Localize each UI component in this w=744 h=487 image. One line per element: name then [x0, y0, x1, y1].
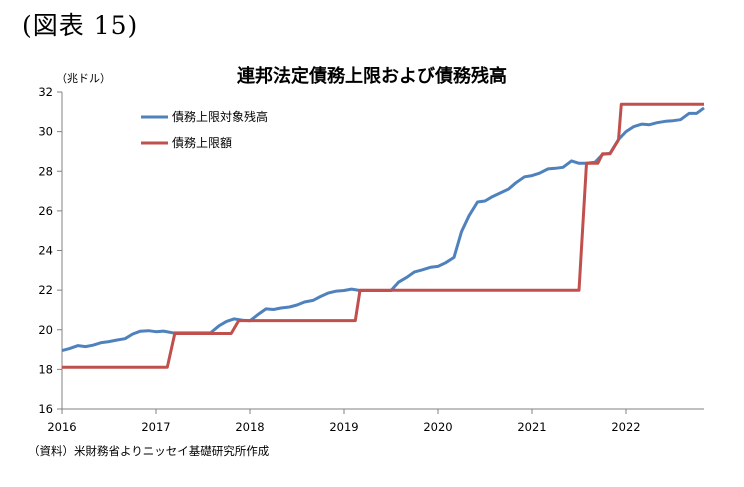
y-tick-label: 26: [38, 204, 53, 218]
y-tick-label: 18: [38, 362, 53, 376]
source-note: （資料）米財務省よりニッセイ基礎研究所作成: [28, 444, 270, 458]
x-axis-ticks: 2016 2017 2018 2019 2020 2021 2022: [47, 409, 641, 434]
series-lines: [61, 102, 705, 369]
series-line-limit: [62, 102, 704, 369]
y-tick-label: 20: [38, 323, 53, 337]
y-tick-label: 16: [38, 402, 53, 416]
y-tick-label: 32: [38, 85, 53, 99]
axes: [61, 92, 704, 410]
figure-label: (図表 15): [22, 11, 139, 40]
legend: 債務上限対象残高 債務上限額: [141, 109, 268, 150]
x-tick-label: 2016: [47, 420, 76, 434]
y-tick-label: 22: [38, 283, 53, 297]
y-tick-label: 28: [38, 164, 53, 178]
y-tick-label: 24: [38, 244, 53, 258]
x-tick-label: 2021: [517, 420, 546, 434]
unit-label: （兆ドル）: [56, 72, 111, 85]
x-tick-label: 2017: [141, 420, 170, 434]
chart-title: 連邦法定債務上限および債務残高: [237, 66, 507, 87]
legend-label-outstanding: 債務上限対象残高: [172, 109, 268, 124]
x-tick-label: 2018: [235, 420, 264, 434]
x-tick-label: 2020: [423, 420, 452, 434]
x-tick-label: 2019: [329, 420, 358, 434]
x-tick-label: 2022: [611, 420, 640, 434]
y-tick-label: 30: [38, 125, 53, 139]
legend-label-limit: 債務上限額: [172, 135, 232, 150]
y-axis-ticks: 16 18 20 22 24 26 28 30 32: [38, 85, 62, 416]
